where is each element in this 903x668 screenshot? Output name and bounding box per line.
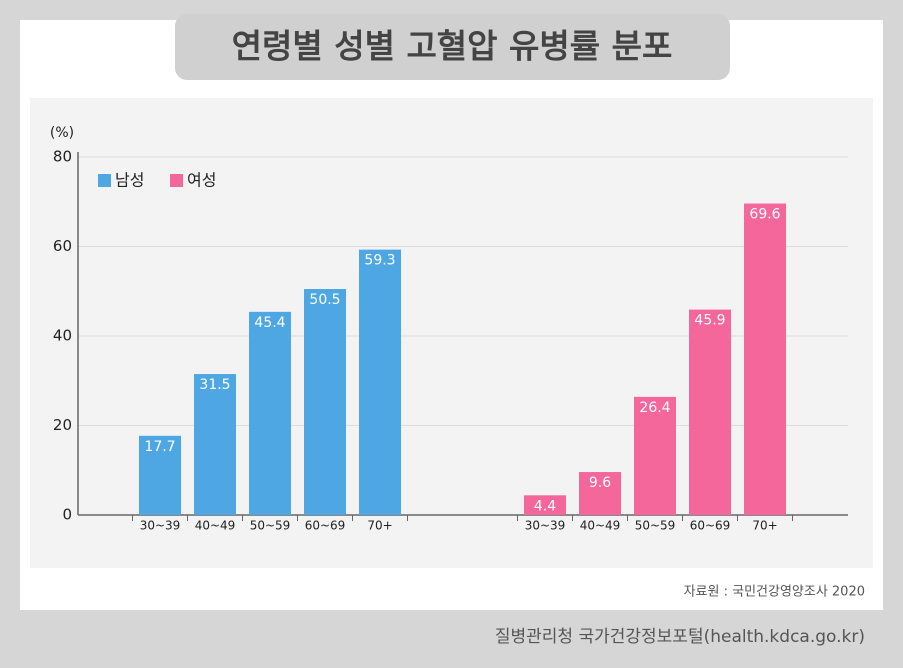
legend-swatch	[170, 174, 183, 187]
value-label: 17.7	[144, 439, 175, 455]
x-tick-label: 40~49	[580, 519, 621, 533]
x-tick-label: 30~39	[140, 519, 181, 533]
x-tick-label: 40~49	[195, 519, 236, 533]
bar	[359, 249, 401, 515]
bar	[524, 495, 566, 515]
bar	[634, 396, 676, 515]
y-axis-label: (%)	[50, 125, 74, 141]
y-tick-label: 0	[62, 506, 72, 524]
bar	[744, 203, 786, 516]
x-tick-label: 70+	[752, 519, 777, 533]
y-tick-label: 20	[53, 416, 72, 434]
legend-label: 남성	[115, 171, 144, 190]
y-tick-label: 80	[53, 148, 72, 166]
value-label: 4.4	[534, 498, 556, 514]
value-label: 9.6	[589, 475, 611, 491]
bar	[139, 435, 181, 515]
bar	[689, 309, 731, 515]
y-tick-label: 60	[53, 237, 72, 255]
legend-swatch	[98, 174, 111, 187]
x-tick-label: 50~59	[250, 519, 291, 533]
bar	[194, 374, 236, 515]
value-label: 50.5	[309, 292, 340, 308]
bar	[249, 311, 291, 515]
value-label: 69.6	[749, 207, 780, 223]
value-label: 26.4	[639, 400, 670, 416]
bar	[304, 289, 346, 515]
x-tick-label: 60~69	[305, 519, 346, 533]
bar	[579, 472, 621, 515]
x-tick-label: 60~69	[690, 519, 731, 533]
value-label: 59.3	[364, 253, 395, 269]
x-tick-label: 70+	[367, 519, 392, 533]
x-tick-label: 30~39	[525, 519, 566, 533]
y-tick-label: 40	[53, 327, 72, 345]
value-label: 45.9	[694, 313, 725, 329]
credit: 질병관리청 국가건강정보포털(health.kdca.go.kr)	[495, 627, 865, 647]
source: 자료원 : 국민건강영양조사 2020	[684, 585, 865, 600]
value-label: 31.5	[199, 377, 230, 393]
x-tick-label: 50~59	[635, 519, 676, 533]
chart-title: 연령별 성별 고혈압 유병률 분포	[232, 27, 673, 66]
legend-label: 여성	[187, 171, 216, 190]
title-tab	[175, 14, 730, 80]
value-label: 45.4	[254, 315, 285, 331]
